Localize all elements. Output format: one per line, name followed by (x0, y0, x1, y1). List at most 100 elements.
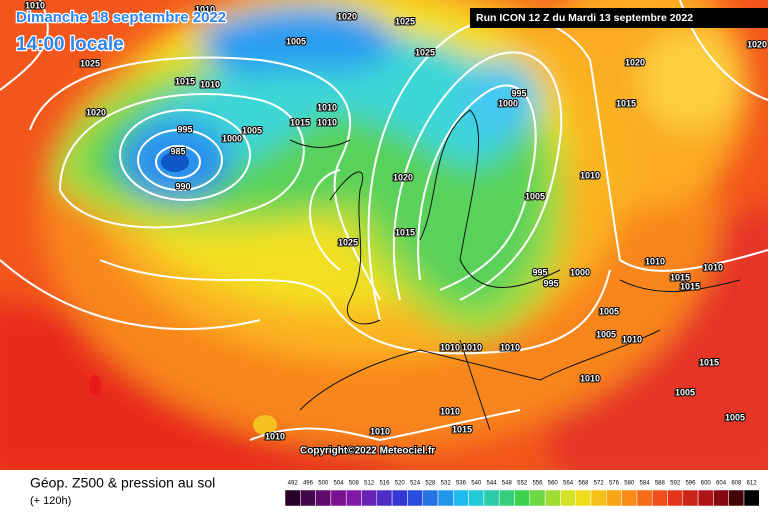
pressure-label: 1025 (80, 58, 100, 68)
legend-swatch (391, 489, 408, 507)
legend-swatch (590, 489, 607, 507)
legend-label: 496 (303, 481, 314, 487)
pressure-label: 995 (511, 88, 526, 98)
legend-label: 532 (441, 481, 452, 487)
legend-swatch (636, 489, 653, 507)
legend-swatch (667, 489, 684, 507)
legend-swatch (300, 489, 316, 507)
pressure-label: 1010 (317, 102, 337, 112)
pressure-label: 1020 (625, 57, 645, 67)
legend-swatch (376, 489, 393, 507)
legend-label: 512 (364, 481, 375, 487)
pressure-label: 1020 (747, 39, 767, 49)
run-info: Run ICON 12 Z du Mardi 13 septembre 2022 (476, 12, 693, 24)
legend-label: 604 (716, 481, 727, 487)
legend-label: 508 (349, 481, 360, 487)
footer-title: Géop. Z500 & pression au sol (30, 475, 215, 491)
legend-swatch (651, 489, 668, 507)
legend-label: 556 (532, 481, 543, 487)
legend-label: 552 (517, 481, 528, 487)
legend-swatch (606, 489, 622, 507)
legend-label: 524 (410, 481, 421, 487)
legend-swatch (621, 489, 638, 507)
footer-lead: (+ 120h) (30, 495, 71, 507)
pressure-label: 1005 (242, 125, 262, 135)
pressure-label: 1025 (338, 237, 358, 247)
pressure-label: 1015 (670, 272, 690, 282)
legend-swatch (437, 489, 454, 507)
legend-label: 564 (563, 481, 574, 487)
legend-label: 540 (471, 481, 482, 487)
legend-swatch (529, 489, 546, 507)
pressure-label: 990 (175, 181, 190, 191)
legend-label: 612 (747, 481, 758, 487)
legend-swatch (345, 489, 362, 507)
legend-swatch (697, 489, 714, 507)
pressure-label: 1005 (599, 306, 619, 316)
legend-swatch (453, 489, 469, 507)
legend-swatch (468, 489, 485, 507)
legend-label: 600 (701, 481, 712, 487)
legend-label: 608 (731, 481, 742, 487)
legend-label: 560 (548, 481, 559, 487)
legend-label: 536 (456, 481, 467, 487)
pressure-label: 1005 (525, 191, 545, 201)
pressure-label: 1010 (703, 262, 723, 272)
legend-swatch (284, 489, 301, 507)
pressure-label: 995 (543, 278, 558, 288)
pressure-label: 995 (177, 124, 192, 134)
pressure-label: 1010 (265, 431, 285, 441)
legend-swatch (361, 489, 378, 507)
pressure-label: 1015 (699, 357, 719, 367)
legend-swatch (407, 489, 423, 507)
legend-label: 528 (425, 481, 436, 487)
pressure-label: 1010 (317, 117, 337, 127)
legend-label: 548 (502, 481, 513, 487)
isobars (0, 0, 768, 442)
pressure-label: 1010 (25, 0, 45, 10)
pressure-label: 1010 (200, 79, 220, 89)
legend-swatch (422, 489, 439, 507)
pressure-label: 1005 (596, 329, 616, 339)
legend-swatch (575, 489, 592, 507)
pressure-label: 1000 (222, 133, 242, 143)
legend-swatch (498, 489, 515, 507)
pressure-label: 1010 (462, 342, 482, 352)
legend-swatch (560, 489, 576, 507)
pressure-label: 1010 (580, 170, 600, 180)
legend-label: 568 (578, 481, 589, 487)
legend-label: 584 (640, 481, 651, 487)
forecast-date: Dimanche 18 septembre 2022 (16, 9, 226, 26)
pressure-label: 1015 (290, 117, 310, 127)
pressure-label: 1005 (286, 36, 306, 46)
pressure-label: 1010 (622, 334, 642, 344)
pressure-label: 1010 (370, 426, 390, 436)
legend-swatch (728, 489, 745, 507)
legend-swatch (743, 489, 760, 507)
pressure-label: 1005 (675, 387, 695, 397)
legend-label: 492 (288, 481, 299, 487)
legend-swatch (330, 489, 347, 507)
legend-label: 576 (609, 481, 620, 487)
legend-label: 588 (655, 481, 666, 487)
copyright: Copyright©2022 Meteociel.fr (300, 446, 435, 457)
pressure-label: 1015 (616, 98, 636, 108)
legend-label: 572 (594, 481, 605, 487)
legend-label: 500 (318, 481, 329, 487)
legend-swatch (483, 489, 500, 507)
coastlines (289, 109, 741, 431)
legend-label: 592 (670, 481, 681, 487)
pressure-label: 1020 (86, 107, 106, 117)
pressure-label: 1015 (452, 424, 472, 434)
pressure-label: 985 (170, 146, 185, 156)
legend-swatch (713, 489, 729, 507)
legend-swatch (682, 489, 699, 507)
pressure-label: 1025 (415, 47, 435, 57)
pressure-label: 1010 (580, 373, 600, 383)
pressure-label: 1000 (570, 267, 590, 277)
pressure-label: 1025 (395, 16, 415, 26)
pressure-label: 995 (532, 267, 547, 277)
legend-label: 580 (624, 481, 635, 487)
pressure-label: 1020 (393, 172, 413, 182)
